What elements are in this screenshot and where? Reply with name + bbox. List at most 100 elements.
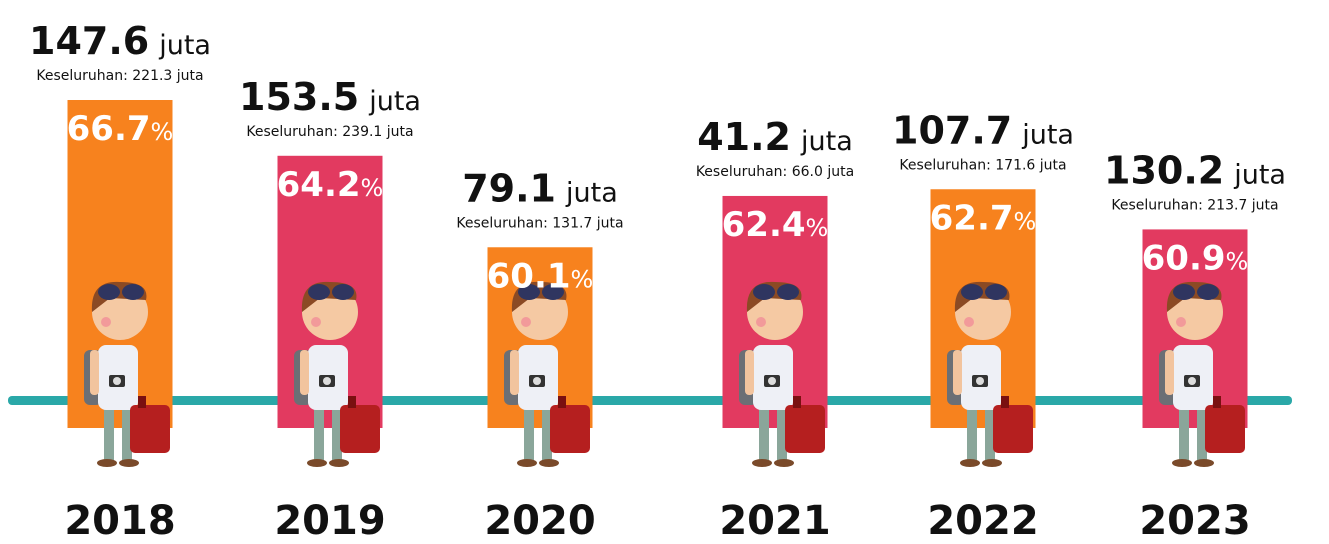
illustration-part [1197,284,1219,300]
illustration-part [1213,396,1221,408]
traveler-illustration [947,281,1033,467]
traveler-label: 153.5 juta [239,75,421,119]
illustration-part [518,284,540,300]
traveler-illustration [739,281,825,467]
x-tick-label: 2023 [1139,498,1250,544]
illustration-part [982,459,1002,467]
value-number: 60.1 [487,256,571,296]
traveler-unit: juta [368,86,421,117]
illustration-part [300,350,309,395]
illustration-part [967,405,977,460]
value-label: 64.2% [277,165,384,205]
illustration-part [1179,405,1189,460]
illustration-part [976,377,984,385]
traveler-illustration [504,281,590,467]
illustration-part [1001,396,1009,408]
illustration-part [97,459,117,467]
traveler-label: 130.2 juta [1104,148,1286,192]
total-label: Keseluruhan: 213.7 juta [1111,197,1278,213]
value-unit: % [806,214,829,242]
traveler-number: 147.6 [29,19,149,63]
value-number: 62.4 [722,205,806,245]
traveler-unit: juta [158,30,211,61]
value-unit: % [151,118,174,146]
illustration-part [542,405,552,460]
illustration-part [1172,459,1192,467]
illustration-part [777,284,799,300]
illustration-part [768,377,776,385]
illustration-part [101,317,111,327]
total-label: Keseluruhan: 221.3 juta [36,68,203,84]
illustration-part [122,405,132,460]
illustration-part [329,459,349,467]
illustration-part [985,405,995,460]
traveler-unit: juta [565,177,618,208]
illustration-part [517,459,537,467]
illustration-part [138,396,146,408]
value-label: 66.7% [67,109,174,149]
illustration-part [1165,350,1174,395]
illustration-part [785,405,825,453]
illustration-part [539,459,559,467]
total-label: Keseluruhan: 239.1 juta [246,124,413,140]
illustration-part [308,284,330,300]
value-label: 60.9% [1142,238,1249,278]
illustration-part [953,350,962,395]
traveler-unit: juta [800,126,853,157]
illustration-part [1205,405,1245,453]
illustration-part [777,405,787,460]
traveler-number: 153.5 [239,75,359,119]
illustration-part [323,377,331,385]
x-tick-label: 2020 [484,498,595,544]
value-number: 64.2 [277,165,361,205]
illustration-part [332,405,342,460]
value-unit: % [361,174,384,202]
value-label: 62.7% [930,198,1037,238]
value-label: 60.1% [487,256,594,296]
illustration-part [113,377,121,385]
illustration-part [964,317,974,327]
illustration-part [1176,317,1186,327]
illustration-part [774,459,794,467]
baseline-band [8,396,1292,405]
illustration-part [314,405,324,460]
illustration-part [1194,459,1214,467]
total-label: Keseluruhan: 66.0 juta [696,164,854,180]
value-unit: % [1014,207,1037,235]
illustration-part [550,405,590,453]
illustration-part [793,396,801,408]
illustration-part [119,459,139,467]
illustration-part [542,284,564,300]
traveler-label: 79.1 juta [462,166,618,210]
traveler-unit: juta [1021,119,1074,150]
traveler-number: 79.1 [462,166,556,210]
value-number: 62.7 [930,198,1014,238]
x-tick-label: 2022 [927,498,1038,544]
illustration-part [311,317,321,327]
total-label: Keseluruhan: 131.7 juta [456,215,623,231]
value-label: 62.4% [722,205,829,245]
total-label: Keseluruhan: 171.6 juta [899,157,1066,173]
illustration-part [98,284,120,300]
illustration-part [1173,284,1195,300]
traveler-label: 107.7 juta [892,108,1074,152]
traveler-number: 41.2 [697,115,791,159]
illustration-part [533,377,541,385]
traveler-label: 41.2 juta [697,115,853,159]
illustration-part [1197,405,1207,460]
value-number: 66.7 [67,109,151,149]
illustration-part [510,350,519,395]
traveler-number: 130.2 [1104,148,1224,192]
x-tick-label: 2021 [719,498,830,544]
traveler-illustration [294,281,380,467]
traveler-illustration [84,281,170,467]
illustration-part [122,284,144,300]
value-unit: % [1226,247,1249,275]
value-number: 60.9 [1142,238,1226,278]
illustration-part [752,459,772,467]
illustration-part [348,396,356,408]
illustration-part [524,405,534,460]
illustration-part [759,405,769,460]
illustration-part [332,284,354,300]
